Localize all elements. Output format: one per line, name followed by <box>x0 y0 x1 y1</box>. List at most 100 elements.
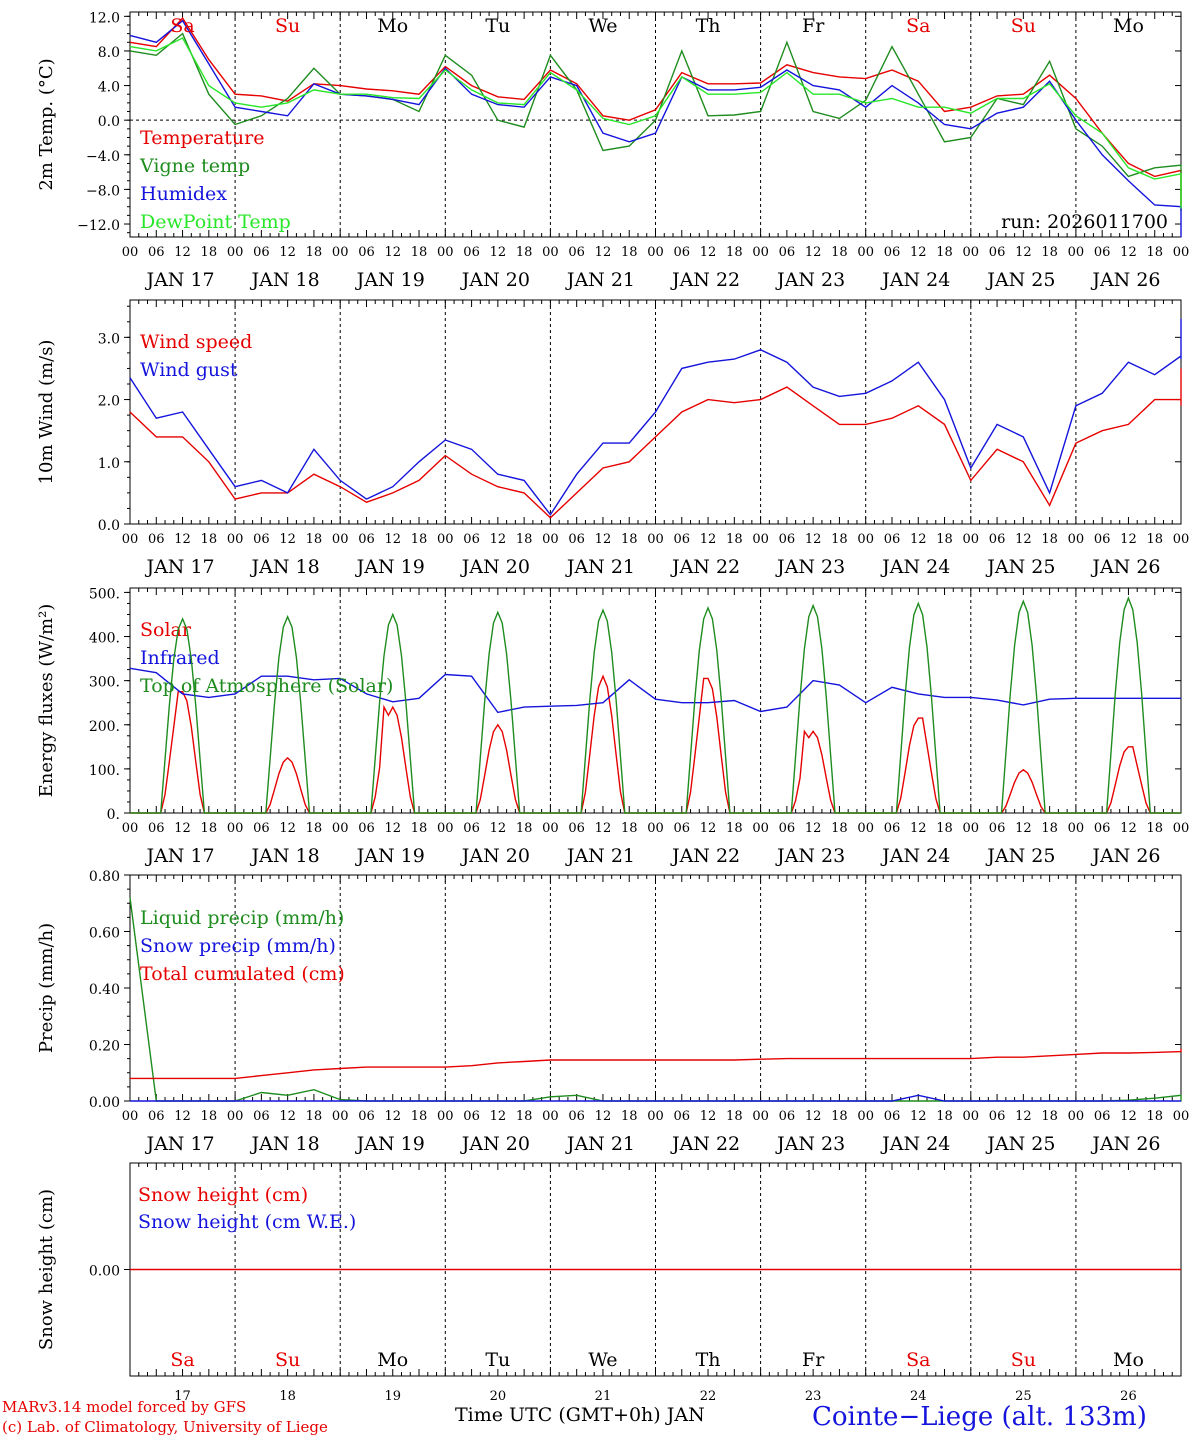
x-hour-label: 06 <box>253 532 270 547</box>
day-number-label: 23 <box>805 1389 822 1404</box>
legend-entry: Snow height (cm W.E.) <box>138 1211 356 1233</box>
y-tick-label: −12.0 <box>77 218 120 234</box>
x-hour-label: 12 <box>1015 1109 1032 1124</box>
weekday-label: Fr <box>802 15 825 37</box>
legend-entry: Humidex <box>140 183 227 205</box>
legend-entry: Liquid precip (mm/h) <box>140 907 344 929</box>
series-line-wind-speed <box>129 368 1182 519</box>
legend-entry: Solar <box>140 619 192 641</box>
x-hour-label: 18 <box>936 1109 953 1124</box>
x-hour-label: 00 <box>542 532 559 547</box>
x-hour-label: 12 <box>910 532 927 547</box>
x-hour-label: 18 <box>1041 821 1058 836</box>
y-tick-label: −4.0 <box>86 149 120 165</box>
x-hour-label: 12 <box>1015 821 1032 836</box>
x-hour-label: 00 <box>963 532 980 547</box>
x-hour-label: 12 <box>595 1109 612 1124</box>
x-hour-label: 06 <box>884 532 901 547</box>
x-date-label: JAN 17 <box>144 269 214 291</box>
series-line-dewpoint-temp <box>129 37 1182 209</box>
weekday-label: Su <box>275 15 300 37</box>
x-hour-label: 18 <box>306 532 323 547</box>
x-date-label: JAN 22 <box>670 845 740 867</box>
day-number-label: 20 <box>490 1389 507 1404</box>
weekday-label: Tu <box>485 1349 510 1371</box>
x-hour-label: 00 <box>857 1109 874 1124</box>
y-tick-label: 0.0 <box>98 518 120 534</box>
x-date-label: JAN 24 <box>880 556 950 578</box>
x-hour-label: 18 <box>201 821 218 836</box>
legend-entry: Temperature <box>140 127 264 149</box>
y-axis-label: Snow height (cm) <box>36 1189 57 1350</box>
series-line-humidex <box>129 19 1182 237</box>
weekday-label: Sa <box>906 1349 930 1371</box>
x-hour-label: 12 <box>279 1109 296 1124</box>
x-hour-label: 18 <box>411 821 428 836</box>
weekday-label: Fr <box>802 1349 825 1371</box>
plot-frame <box>129 587 1182 814</box>
weekday-label: Th <box>696 1349 721 1371</box>
y-tick-label: 0.80 <box>89 869 120 885</box>
weekday-label: Mo <box>1113 15 1144 37</box>
x-date-label: JAN 19 <box>355 845 425 867</box>
y-tick-label: 1.0 <box>98 456 120 472</box>
x-hour-label: 06 <box>989 1109 1006 1124</box>
x-date-label: JAN 21 <box>565 269 635 291</box>
x-hour-label: 18 <box>621 532 638 547</box>
x-date-label: JAN 23 <box>775 269 845 291</box>
x-hour-label: 18 <box>1041 245 1058 260</box>
y-tick-label: 0.00 <box>89 1095 120 1111</box>
x-hour-label: 12 <box>1120 1109 1137 1124</box>
x-hour-label: 00 <box>647 1109 664 1124</box>
x-hour-label: 12 <box>174 245 191 260</box>
x-hour-label: 06 <box>463 1109 480 1124</box>
x-date-label: JAN 19 <box>355 1133 425 1155</box>
x-hour-label: 00 <box>752 821 769 836</box>
x-hour-label: 12 <box>384 245 401 260</box>
x-date-label: JAN 25 <box>985 269 1055 291</box>
x-hour-label: 00 <box>227 821 244 836</box>
x-hour-label: 00 <box>332 245 349 260</box>
x-hour-label: 18 <box>201 1109 218 1124</box>
x-hour-label: 06 <box>674 532 691 547</box>
x-hour-label: 06 <box>674 1109 691 1124</box>
x-hour-label: 18 <box>831 1109 848 1124</box>
x-hour-label: 18 <box>411 532 428 547</box>
x-hour-label: 00 <box>227 532 244 547</box>
day-number-label: 24 <box>910 1389 927 1404</box>
x-hour-label: 06 <box>1094 821 1111 836</box>
x-hour-label: 00 <box>1173 1109 1190 1124</box>
legend-entry: Top of Atmosphere (Solar) <box>140 675 393 697</box>
x-hour-label: 06 <box>1094 1109 1111 1124</box>
x-hour-label: 06 <box>674 821 691 836</box>
y-tick-label: −8.0 <box>86 183 120 199</box>
x-hour-label: 12 <box>384 821 401 836</box>
x-hour-label: 12 <box>805 1109 822 1124</box>
series-line-snow-precip-mm-h- <box>130 1094 1181 1102</box>
x-hour-label: 00 <box>963 1109 980 1124</box>
x-hour-label: 06 <box>989 245 1006 260</box>
weekday-label: Sa <box>906 15 930 37</box>
x-hour-label: 00 <box>647 821 664 836</box>
x-hour-label: 06 <box>568 1109 585 1124</box>
x-hour-label: 12 <box>805 245 822 260</box>
x-hour-label: 00 <box>227 245 244 260</box>
day-number-label: 19 <box>384 1389 401 1404</box>
x-date-label: JAN 18 <box>250 556 320 578</box>
x-hour-label: 18 <box>831 821 848 836</box>
x-hour-label: 06 <box>884 1109 901 1124</box>
x-hour-label: 00 <box>1173 821 1190 836</box>
x-hour-label: 12 <box>490 532 507 547</box>
x-hour-label: 06 <box>358 245 375 260</box>
x-hour-label: 00 <box>542 821 559 836</box>
x-hour-label: 00 <box>1173 532 1190 547</box>
y-tick-label: 500. <box>89 586 120 602</box>
y-tick-label: 4.0 <box>98 80 120 96</box>
x-hour-label: 12 <box>279 821 296 836</box>
x-hour-label: 18 <box>831 532 848 547</box>
y-tick-label: 8.0 <box>98 45 120 61</box>
weekday-label: Mo <box>1113 1349 1144 1371</box>
x-hour-label: 06 <box>463 821 480 836</box>
x-hour-label: 12 <box>595 245 612 260</box>
x-hour-label: 06 <box>358 532 375 547</box>
